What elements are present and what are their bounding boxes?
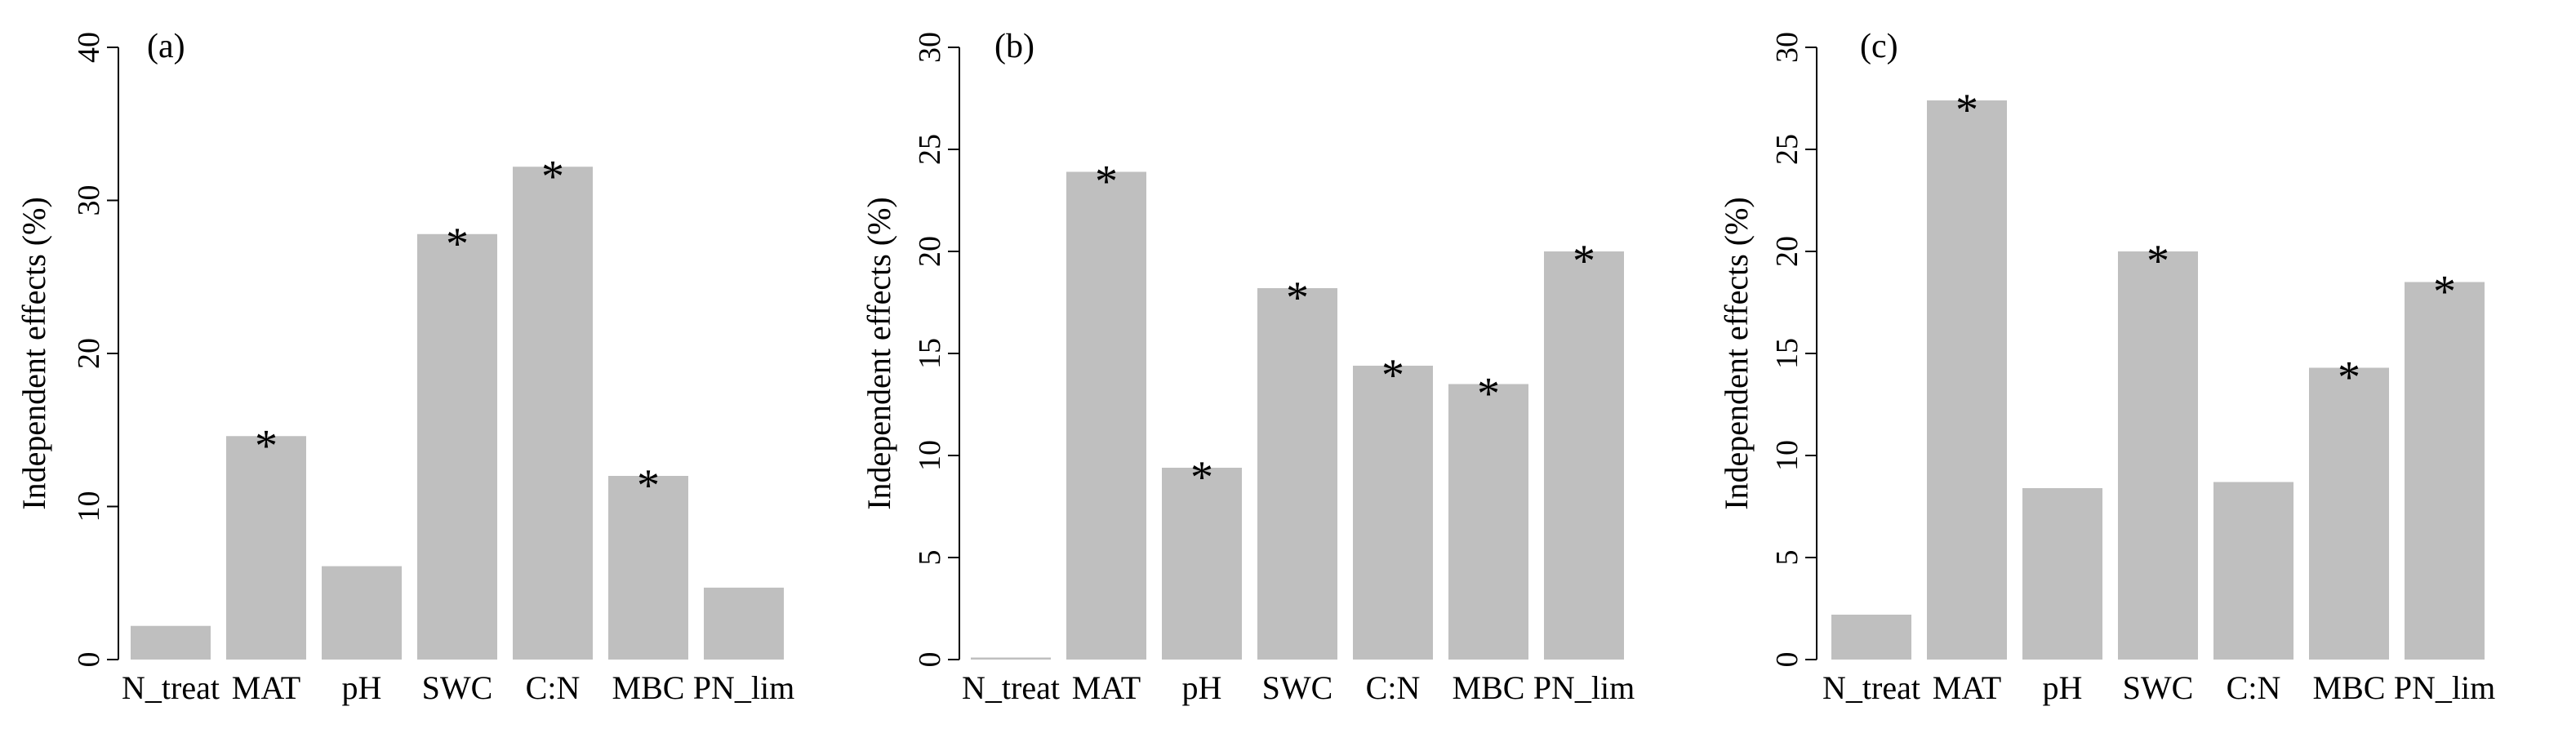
y-tick-label: 30: [913, 32, 947, 63]
x-category-label: SWC: [1262, 669, 1333, 706]
x-category-label: pH: [2043, 669, 2083, 706]
y-tick-label: 40: [72, 32, 106, 63]
significance-star: *: [446, 219, 469, 269]
x-category-label: MAT: [1072, 669, 1141, 706]
bar-c-n: [1353, 366, 1433, 660]
significance-star: *: [1190, 452, 1213, 503]
bar-pn-lim: [704, 587, 784, 660]
chart-panel-2: 0 5 10 15 20 25 30 Independent effects (%) (b) N_…: [861, 28, 1635, 706]
bar-mbc: [2309, 367, 2389, 660]
y-tick-label: 15: [913, 338, 947, 369]
y-tick-label: 30: [72, 185, 106, 216]
bar-c-n: [2213, 482, 2293, 660]
significance-star: *: [1573, 236, 1595, 287]
bar-c-n: [513, 167, 593, 660]
significance-star: *: [637, 460, 660, 511]
significance-star: *: [2433, 267, 2456, 318]
x-category-label: PN_lim: [1533, 669, 1635, 706]
bar-mat: [1927, 100, 2007, 660]
bar-mat: [1066, 171, 1146, 660]
x-category-label: PN_lim: [2394, 669, 2495, 706]
x-category-label: MAT: [232, 669, 300, 706]
bar-n-treat: [1831, 615, 1911, 660]
x-category-label: SWC: [2123, 669, 2194, 706]
x-category-label: C:N: [526, 669, 581, 706]
y-tick-label: 0: [1770, 652, 1804, 668]
significance-star: *: [1477, 369, 1500, 420]
bar-swc: [1257, 288, 1337, 660]
bar-n-treat: [131, 625, 211, 660]
y-tick-label: 25: [1770, 134, 1804, 165]
bar-ph: [1162, 468, 1242, 660]
significance-star: *: [1095, 157, 1118, 207]
x-category-label: pH: [1182, 669, 1222, 706]
y-tick-label: 10: [913, 440, 947, 471]
y-tick-label: 5: [913, 550, 947, 566]
y-tick-label: 20: [72, 338, 106, 369]
significance-star: *: [541, 151, 564, 202]
x-category-label: N_treat: [1822, 669, 1920, 706]
bar-pn-lim: [2405, 282, 2485, 660]
x-category-label: C:N: [1366, 669, 1421, 706]
y-tick-label: 20: [913, 236, 947, 267]
significance-star: *: [1955, 85, 1978, 136]
y-tick-label: 30: [1770, 32, 1804, 63]
bar-mbc: [608, 476, 688, 660]
x-category-label: N_treat: [122, 669, 220, 706]
chart-panel-3: 0 5 10 15 20 25 30 Independent effects (%) (c) N_…: [1718, 28, 2495, 706]
y-axis-title: Independent effects (%): [861, 197, 897, 510]
y-tick-label: 10: [72, 491, 106, 522]
y-tick-label: 5: [1770, 550, 1804, 566]
y-tick-label: 25: [913, 134, 947, 165]
y-axis-title: Independent effects (%): [1718, 197, 1755, 510]
x-category-label: pH: [342, 669, 382, 706]
x-category-label: SWC: [422, 669, 493, 706]
x-category-label: N_treat: [962, 669, 1060, 706]
bar-pn-lim: [1544, 251, 1624, 660]
y-tick-label: 15: [1770, 338, 1804, 369]
significance-star: *: [2147, 236, 2169, 287]
y-axis-title: Independent effects (%): [16, 197, 52, 510]
x-category-label: MAT: [1933, 669, 2001, 706]
significance-star: *: [1286, 273, 1309, 323]
x-category-label: C:N: [2227, 669, 2281, 706]
panel-label: (a): [147, 28, 185, 65]
y-tick-label: 10: [1770, 440, 1804, 471]
bar-ph: [2022, 488, 2102, 660]
y-tick-label: 0: [913, 652, 947, 668]
significance-star: *: [255, 420, 278, 471]
bar-swc: [417, 233, 497, 660]
significance-star: *: [1381, 350, 1404, 401]
x-category-label: MBC: [612, 669, 685, 706]
x-category-label: PN_lim: [693, 669, 794, 706]
bar-ph: [322, 566, 402, 660]
x-category-label: MBC: [2313, 669, 2386, 706]
chart-panel-1: 0 10 20 30 40 Independent effects (%) (a) N_tre…: [16, 28, 794, 706]
panel-label: (c): [1860, 28, 1898, 65]
y-tick-label: 20: [1770, 236, 1804, 267]
significance-star: *: [2338, 353, 2360, 403]
bar-swc: [2118, 251, 2198, 660]
bar-mbc: [1448, 384, 1528, 660]
x-category-label: MBC: [1453, 669, 1525, 706]
bar-mat: [226, 436, 306, 660]
bar-n-treat: [971, 657, 1051, 660]
y-tick-label: 0: [72, 652, 106, 668]
panel-label: (b): [994, 28, 1034, 65]
